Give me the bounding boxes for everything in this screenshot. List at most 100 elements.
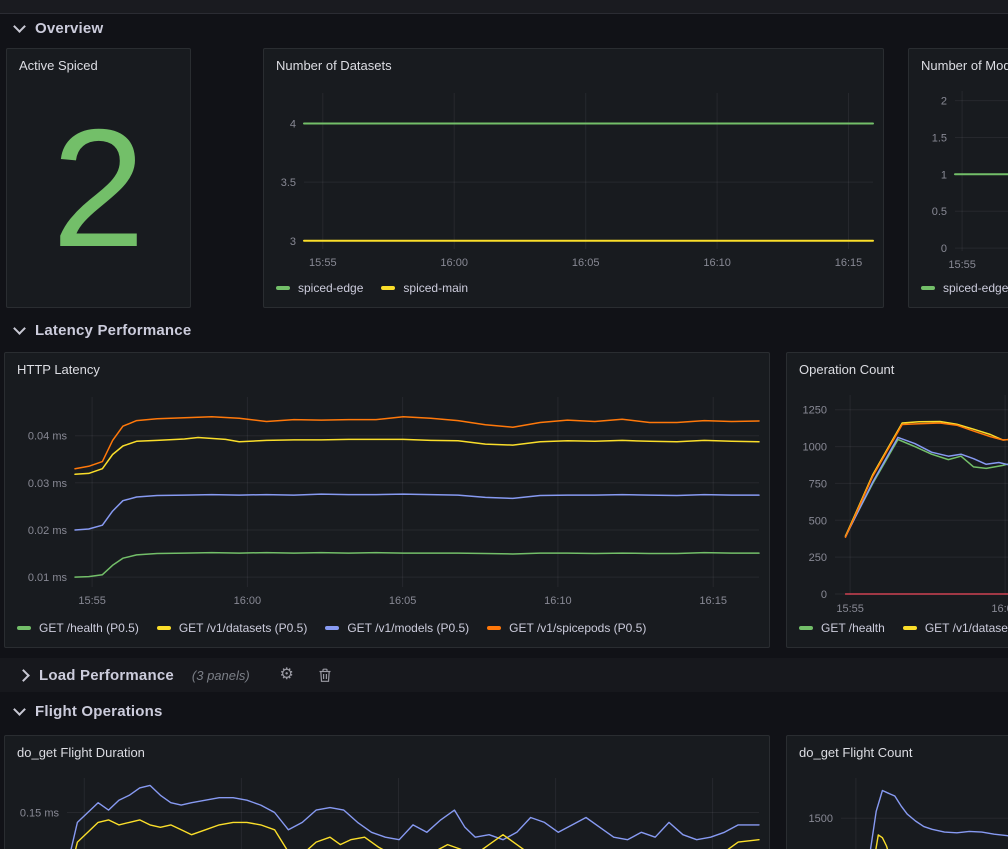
legend-label: GET /v1/spicepods (P0.5) — [509, 621, 647, 635]
panel-title[interactable]: Number of Datasets — [276, 58, 392, 73]
svg-text:0.5: 0.5 — [932, 206, 947, 218]
svg-text:1000: 1000 — [803, 442, 827, 454]
panel-title[interactable]: do_get Flight Duration — [17, 745, 145, 760]
svg-text:15:55: 15:55 — [836, 603, 864, 615]
legend-item[interactable]: GET /v1/models (P0.5) — [325, 621, 469, 635]
series-color-dash — [276, 286, 290, 290]
chart-legend: spiced-edge spiced-main — [264, 277, 883, 307]
panel-title[interactable]: Number of Models — [921, 58, 1008, 73]
svg-text:0.04 ms: 0.04 ms — [28, 431, 68, 443]
svg-text:15:55: 15:55 — [309, 257, 337, 269]
svg-text:16:00: 16:00 — [234, 595, 262, 607]
panel-count-label: (3 panels) — [191, 667, 250, 683]
series-color-dash — [156, 626, 171, 630]
chevron-down-icon — [13, 19, 26, 33]
legend-item[interactable]: GET /v1/spicepods (P0.5) — [487, 621, 646, 635]
legend-label: spiced-main — [403, 281, 469, 295]
legend-label: GET /health (P0.5) — [39, 621, 139, 635]
svg-text:16:15: 16:15 — [835, 257, 863, 269]
row-title: Overview — [35, 19, 104, 37]
trash-icon[interactable] — [314, 664, 336, 686]
panel-http-latency: HTTP Latency 15:55 16:00 16:05 16:10 16:15 0.… — [4, 352, 770, 648]
svg-text:250: 250 — [809, 552, 827, 564]
legend-label: spiced-edge — [943, 281, 1008, 295]
legend-item[interactable]: spiced-main — [381, 281, 468, 295]
legend-item[interactable]: spiced-edge — [921, 281, 1008, 295]
row-header-flight-operations[interactable]: Flight Operations — [12, 697, 163, 725]
series-color-dash — [921, 286, 935, 290]
legend-item[interactable]: GET /health — [799, 621, 885, 635]
svg-text:4: 4 — [290, 119, 296, 131]
panel-active-spiced: Active Spiced 2 — [6, 48, 191, 308]
svg-text:1: 1 — [941, 169, 947, 181]
row-header-overview[interactable]: Overview — [12, 14, 103, 42]
svg-text:0: 0 — [821, 589, 827, 601]
svg-text:16:00: 16:00 — [440, 257, 468, 269]
row-header-load-performance[interactable]: Load Performance (3 panels) ⚙ — [0, 658, 1008, 692]
panel-title[interactable]: HTTP Latency — [17, 362, 100, 377]
svg-text:16:10: 16:10 — [703, 257, 731, 269]
svg-text:16:05: 16:05 — [389, 595, 417, 607]
panel-number-of-datasets: Number of Datasets 15:55 16:00 16:05 16:10 1… — [263, 48, 884, 308]
chevron-down-icon — [13, 321, 26, 335]
legend-item[interactable]: GET /v1/datasets (P0.5) — [156, 621, 307, 635]
chevron-down-icon — [13, 702, 26, 716]
svg-text:750: 750 — [809, 478, 827, 490]
chart-legend: spiced-edge — [909, 277, 1008, 307]
legend-label: GET /v1/models (P0.5) — [347, 621, 470, 635]
svg-text:1500: 1500 — [809, 813, 833, 825]
panel-do-get-flight-duration: do_get Flight Duration 15:5516:0016:0516… — [4, 735, 770, 849]
svg-text:16:10: 16:10 — [544, 595, 572, 607]
svg-text:15:55: 15:55 — [948, 259, 976, 271]
chevron-right-icon — [17, 668, 30, 682]
panel-title[interactable]: Operation Count — [799, 362, 895, 377]
panel-title[interactable]: do_get Flight Count — [799, 745, 913, 760]
svg-text:16:00: 16:00 — [991, 603, 1008, 615]
row-title: Flight Operations — [35, 702, 163, 720]
svg-text:3.5: 3.5 — [281, 177, 296, 189]
trash-glyph — [319, 668, 331, 682]
svg-text:0.03 ms: 0.03 ms — [28, 478, 68, 490]
legend-item[interactable]: GET /v1/datasets — [902, 621, 1008, 635]
stat-value: 2 — [51, 94, 146, 282]
svg-text:15:55: 15:55 — [78, 595, 106, 607]
legend-label: spiced-edge — [298, 281, 364, 295]
svg-text:16:15: 16:15 — [699, 595, 727, 607]
datasets-chart[interactable]: 15:55 16:00 16:05 16:10 16:15 3 3.5 4 — [264, 83, 883, 277]
svg-text:0.15 ms: 0.15 ms — [20, 808, 60, 820]
gear-icon[interactable]: ⚙ — [276, 664, 298, 686]
svg-text:16:05: 16:05 — [572, 257, 600, 269]
chart-legend: GET /health (P0.5) GET /v1/datasets (P0.5… — [5, 617, 769, 647]
series-color-dash — [381, 286, 396, 290]
row-header-latency-performance[interactable]: Latency Performance — [12, 316, 191, 344]
svg-text:0: 0 — [941, 243, 947, 255]
panel-title[interactable]: Active Spiced — [19, 58, 98, 73]
legend-label: GET /health — [821, 621, 885, 635]
toolbar-bottom-edge — [0, 0, 1008, 14]
svg-text:1.5: 1.5 — [932, 133, 947, 145]
svg-text:3: 3 — [290, 236, 296, 248]
svg-text:0.01 ms: 0.01 ms — [28, 572, 68, 584]
svg-text:500: 500 — [809, 515, 827, 527]
series-color-dash — [487, 626, 502, 630]
series-color-dash — [902, 626, 917, 630]
legend-item[interactable]: GET /health (P0.5) — [17, 621, 139, 635]
row-title: Latency Performance — [35, 321, 192, 339]
legend-item[interactable]: spiced-edge — [276, 281, 363, 295]
legend-label: GET /v1/datasets — [924, 621, 1008, 635]
row-title: Load Performance — [39, 666, 174, 684]
svg-text:0.02 ms: 0.02 ms — [28, 525, 68, 537]
panel-operation-count: Operation Count 15:5516:0016:05025050075… — [786, 352, 1008, 648]
http-latency-chart[interactable]: 15:55 16:00 16:05 16:10 16:15 0.01 ms 0.02 ms 0… — [5, 387, 769, 617]
svg-text:2: 2 — [941, 96, 947, 108]
series-color-dash — [799, 626, 813, 630]
series-color-dash — [325, 626, 340, 630]
